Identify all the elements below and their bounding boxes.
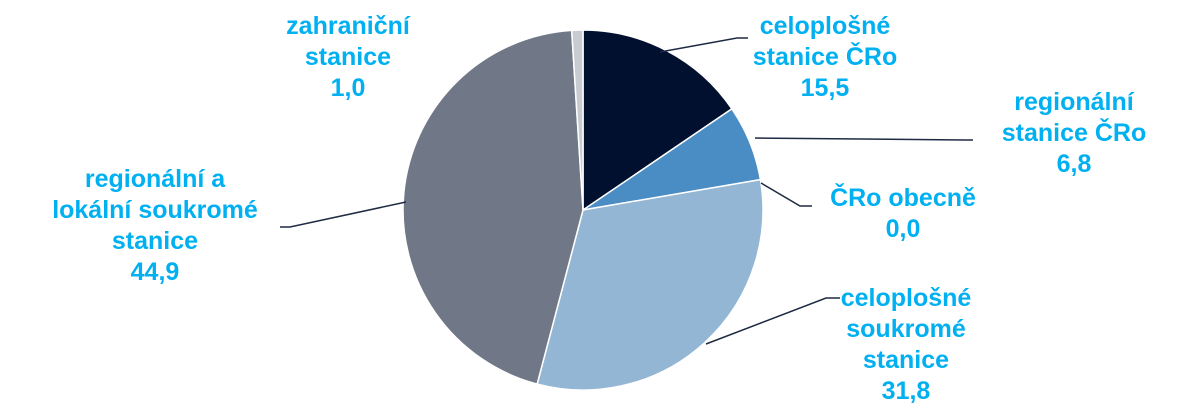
data-label-value: 15,5 (801, 74, 850, 102)
data-label-line: stanice (305, 43, 391, 71)
data-label-line: stanice ČRo (1002, 117, 1146, 147)
pie-slice-celoplosne-soukrome (536, 178, 764, 391)
data-label-line: stanice (863, 346, 949, 374)
data-label-line: soukromé (846, 315, 966, 343)
data-label-value: 0,0 (886, 215, 921, 243)
leader-lines (280, 37, 973, 345)
data-label-value: 31,8 (882, 377, 931, 405)
leader-line-regionalni-lokalni (280, 201, 407, 228)
data-label-line: stanice (112, 227, 198, 255)
data-label-line: celoplošné (841, 284, 972, 312)
pie-slices (402, 29, 764, 391)
leader-line-celoplosne-cro (659, 37, 748, 53)
data-label-line: zahraniční (286, 12, 411, 40)
data-label-celoplosne-cro: celoplošné stanice ČRo 15,5 (753, 12, 897, 102)
data-label-celoplosne-soukrome: celoplošné soukromé stanice 31,8 (841, 284, 972, 405)
data-label-line: celoplošné (760, 12, 891, 40)
data-label-line: stanice ČRo (753, 41, 897, 71)
slice-labels: celoplošné stanice ČRo 15,5 regionální stani… (52, 12, 1146, 405)
data-label-value: 1,0 (331, 74, 366, 102)
data-label-line: regionální (1014, 88, 1135, 116)
data-label-regionalni-lokalni: regionální a lokální soukromé stanice 44,9 (52, 165, 258, 286)
leader-line-cro-obecne (760, 182, 812, 207)
data-label-line: ČRo obecně (830, 182, 976, 212)
pie-slice-regionalni-lokalni (402, 29, 584, 385)
pie-slice-zahranicni (570, 29, 584, 211)
data-label-line: regionální a (85, 165, 226, 193)
data-label-line: lokální soukromé (52, 196, 258, 224)
leader-line-regionalni-cro (754, 137, 973, 141)
data-label-zahranicni: zahraniční stanice 1,0 (286, 12, 411, 102)
leader-line-celoplosne-soukrome (705, 297, 840, 345)
data-label-value: 6,8 (1057, 150, 1092, 178)
data-label-value: 44,9 (131, 258, 180, 286)
data-label-regionalni-cro: regionální stanice ČRo 6,8 (1002, 88, 1146, 178)
data-label-cro-obecne: ČRo obecně 0,0 (830, 182, 976, 243)
